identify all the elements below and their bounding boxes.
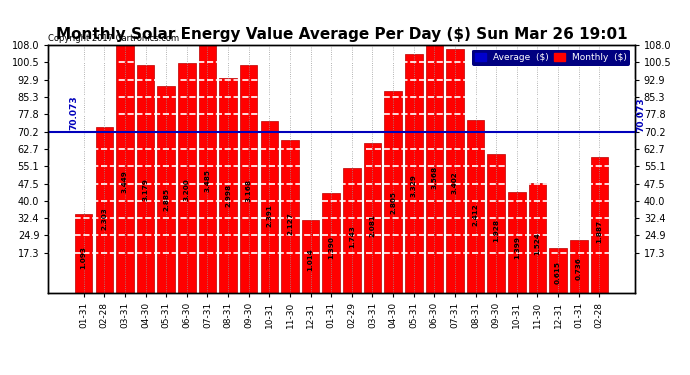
Text: 0.736: 0.736 xyxy=(575,257,582,280)
Bar xyxy=(219,78,237,292)
Bar xyxy=(157,86,175,292)
Title: Monthly Solar Energy Value Average Per Day ($) Sun Mar 26 19:01: Monthly Solar Energy Value Average Per D… xyxy=(56,27,627,42)
Bar xyxy=(467,120,484,292)
Bar xyxy=(529,183,546,292)
Text: Copyright 2017 Cartronics.com: Copyright 2017 Cartronics.com xyxy=(48,33,179,42)
Text: 2.998: 2.998 xyxy=(225,184,231,207)
Text: 1.014: 1.014 xyxy=(308,248,314,271)
Bar xyxy=(426,37,443,292)
Bar xyxy=(570,240,587,292)
Bar xyxy=(199,43,216,292)
Bar xyxy=(508,192,526,292)
Text: 2.303: 2.303 xyxy=(101,207,108,230)
Text: 3.485: 3.485 xyxy=(204,169,210,192)
Bar xyxy=(322,193,340,292)
Bar xyxy=(261,121,278,292)
Bar xyxy=(384,92,402,292)
Text: 1.524: 1.524 xyxy=(535,232,540,255)
Bar xyxy=(405,54,422,292)
Bar xyxy=(75,214,92,292)
Bar xyxy=(591,157,608,292)
Text: 2.885: 2.885 xyxy=(164,188,169,211)
Bar xyxy=(178,63,196,292)
Text: 2.412: 2.412 xyxy=(473,203,479,226)
Bar xyxy=(549,248,567,292)
Text: 3.329: 3.329 xyxy=(411,174,417,196)
Bar xyxy=(282,140,299,292)
Text: 2.127: 2.127 xyxy=(287,213,293,235)
Bar xyxy=(96,128,113,292)
Text: 3.568: 3.568 xyxy=(431,166,437,189)
Text: 1.743: 1.743 xyxy=(349,225,355,248)
Text: 2.805: 2.805 xyxy=(390,190,396,213)
Text: 70.073: 70.073 xyxy=(69,95,78,130)
Text: 0.615: 0.615 xyxy=(555,261,561,284)
Bar xyxy=(302,220,319,292)
Legend: Average  ($), Monthly  ($): Average ($), Monthly ($) xyxy=(472,50,630,66)
Text: 2.081: 2.081 xyxy=(369,214,375,237)
Bar xyxy=(116,45,134,292)
Text: 1.887: 1.887 xyxy=(596,220,602,243)
Bar xyxy=(343,168,361,292)
Bar xyxy=(446,49,464,292)
Text: 1.928: 1.928 xyxy=(493,219,500,242)
Text: 2.391: 2.391 xyxy=(266,204,273,227)
Text: 3.200: 3.200 xyxy=(184,178,190,201)
Bar xyxy=(137,65,155,292)
Bar xyxy=(364,143,382,292)
Text: 3.449: 3.449 xyxy=(122,170,128,193)
Text: 3.402: 3.402 xyxy=(452,171,458,194)
Text: 3.179: 3.179 xyxy=(143,178,148,201)
Text: 1.390: 1.390 xyxy=(328,236,334,259)
Bar xyxy=(240,66,257,292)
Text: 1.399: 1.399 xyxy=(514,236,520,259)
Bar xyxy=(487,154,505,292)
Text: 1.093: 1.093 xyxy=(81,246,87,269)
Text: 3.168: 3.168 xyxy=(246,179,252,202)
Text: 70.073: 70.073 xyxy=(636,97,645,132)
